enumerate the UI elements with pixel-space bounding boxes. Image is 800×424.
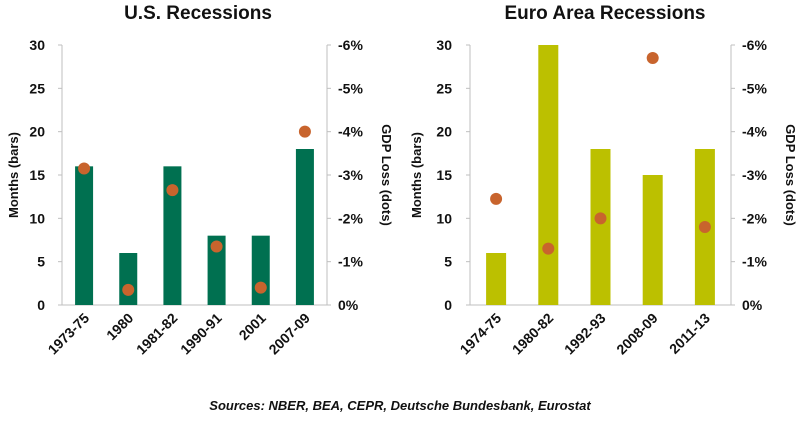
bar: [486, 253, 507, 305]
source-note: Sources: NBER, BEA, CEPR, Deutsche Bunde…: [209, 398, 591, 413]
left-tick-label: 0: [444, 297, 452, 313]
right-axis-label: GDP Loss (dots): [783, 124, 798, 226]
right-tick-label: -5%: [338, 80, 363, 96]
euro-area-recessions-chart: Euro Area Recessions 0 5 10 15 20 25 30 0% -1% -2%…: [409, 3, 798, 357]
right-tick-label: -1%: [742, 254, 767, 270]
right-tick-label: -2%: [338, 210, 363, 226]
gdp-loss-dot: [254, 281, 267, 294]
left-tick-label: 20: [436, 124, 452, 140]
left-tick-label: 30: [29, 37, 45, 53]
right-tick-label: -6%: [742, 37, 767, 53]
category-label: 1992-93: [561, 310, 609, 358]
category-label: 1980: [103, 310, 136, 343]
bar: [119, 253, 138, 305]
bar: [590, 149, 611, 305]
left-tick-label: 25: [436, 80, 452, 96]
right-tick-label: -6%: [338, 37, 363, 53]
gdp-loss-dot: [78, 162, 91, 175]
right-tick-label: -1%: [338, 254, 363, 270]
right-tick-label: -3%: [742, 167, 767, 183]
chart-title: U.S. Recessions: [124, 3, 272, 24]
gdp-loss-dot: [166, 184, 179, 197]
bar: [642, 175, 663, 305]
gdp-loss-dot: [298, 125, 311, 138]
gdp-loss-dot: [542, 242, 555, 255]
right-axis-label: GDP Loss (dots): [379, 124, 394, 226]
right-tick-label: -4%: [742, 124, 767, 140]
chart-title: Euro Area Recessions: [505, 3, 706, 24]
category-label: 1981-82: [133, 310, 181, 358]
category-label: 1974-75: [457, 310, 505, 358]
left-tick-label: 5: [444, 254, 452, 270]
left-axis-label: Months (bars): [6, 132, 21, 218]
bar: [75, 166, 94, 305]
left-tick-label: 30: [436, 37, 452, 53]
category-label: 2011-13: [666, 310, 713, 357]
category-label: 1990-91: [177, 310, 225, 358]
left-tick-label: 10: [436, 210, 452, 226]
right-tick-label: -3%: [338, 167, 363, 183]
category-label: 1973-75: [45, 310, 93, 358]
gdp-loss-dot: [646, 52, 659, 64]
right-tick-label: -5%: [742, 80, 767, 96]
bar: [251, 235, 270, 305]
gdp-loss-dot: [594, 212, 607, 225]
category-label: 2008-09: [613, 310, 661, 358]
right-tick-label: 0%: [338, 297, 359, 313]
bar: [538, 45, 559, 305]
category-label: 2007-09: [265, 310, 313, 358]
gdp-loss-dot: [210, 240, 223, 253]
category-label: 2001: [236, 310, 269, 343]
category-label: 1980-82: [509, 310, 557, 358]
bar: [295, 149, 314, 305]
left-axis-label: Months (bars): [409, 132, 424, 218]
left-tick-label: 10: [29, 210, 45, 226]
right-tick-label: 0%: [742, 297, 763, 313]
left-tick-label: 5: [37, 254, 45, 270]
left-tick-label: 25: [29, 80, 45, 96]
left-tick-label: 15: [29, 167, 45, 183]
gdp-loss-dot: [122, 283, 135, 296]
left-tick-label: 15: [436, 167, 452, 183]
left-tick-label: 20: [29, 124, 45, 140]
bar: [207, 235, 226, 305]
right-tick-label: -2%: [742, 210, 767, 226]
gdp-loss-dot: [490, 192, 503, 205]
left-tick-label: 0: [37, 297, 45, 313]
gdp-loss-dot: [698, 221, 711, 233]
bar: [163, 166, 182, 305]
us-recessions-chart: U.S. Recessions 0 5 10 15 20 25 30 0% -1% -2% -3% -4…: [6, 3, 394, 357]
right-tick-label: -4%: [338, 124, 363, 140]
